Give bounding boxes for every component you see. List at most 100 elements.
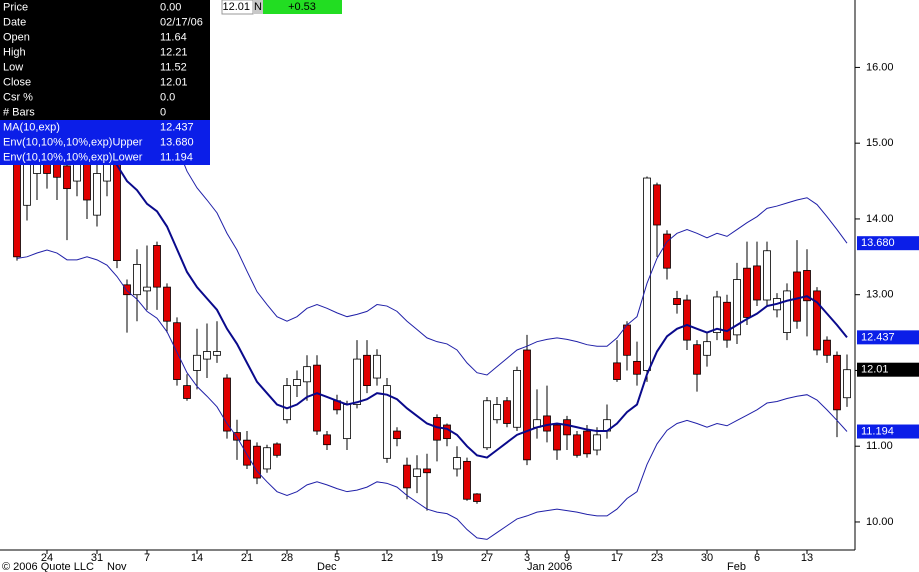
x-tick-label: 19 — [431, 552, 443, 564]
x-tick-label: 9 — [564, 552, 570, 564]
info-label: Csr % — [3, 91, 33, 103]
candle-body — [523, 349, 531, 461]
candle-body — [453, 457, 461, 470]
x-tick-label: 3 — [524, 552, 530, 564]
candle-body — [23, 159, 31, 206]
candle-body — [63, 165, 71, 190]
indicator-value: 13.680 — [160, 136, 194, 148]
candle-body — [503, 400, 511, 424]
quote-change: +0.53 — [288, 1, 316, 13]
candle-body — [683, 299, 691, 341]
series-value-box — [857, 330, 919, 345]
y-tick-label: 15.00 — [866, 137, 894, 149]
candle-body — [653, 184, 661, 226]
candle-body — [693, 344, 701, 375]
indicator-panel-bg — [0, 120, 210, 165]
candle-body — [793, 271, 801, 322]
info-label: Date — [3, 16, 26, 28]
candle-body — [703, 341, 711, 356]
candle-body — [573, 434, 581, 456]
candle-body — [753, 265, 761, 301]
candle-body — [783, 290, 791, 333]
candle-body — [423, 468, 431, 474]
x-tick-label: 6 — [754, 552, 760, 564]
candle-body — [663, 233, 671, 269]
y-tick-label: 13.00 — [866, 289, 894, 301]
line-series — [16, 134, 848, 459]
x-tick-label: 30 — [701, 552, 713, 564]
info-label: # Bars — [3, 106, 35, 118]
candle-body — [303, 366, 311, 383]
info-label: Close — [3, 76, 31, 88]
y-tick-label: 10.00 — [866, 516, 894, 528]
candle-body — [763, 250, 771, 301]
candle-body — [733, 279, 741, 336]
series-value-text: 12.437 — [861, 331, 895, 343]
candle-body — [343, 404, 351, 440]
candle-body — [163, 286, 171, 322]
candle-body — [823, 339, 831, 356]
info-value: 0.00 — [160, 1, 181, 13]
candle-body — [613, 362, 621, 380]
candle-body — [383, 385, 391, 459]
candle-body — [583, 430, 591, 455]
month-label: Jan 2006 — [527, 561, 572, 572]
candle-body — [113, 161, 121, 262]
info-panel-bg — [0, 0, 210, 120]
candle-body — [243, 439, 251, 466]
x-tick-label: 5 — [334, 552, 340, 564]
month-label: Nov — [107, 561, 127, 572]
candle-body — [253, 445, 261, 479]
x-tick-label: 13 — [801, 552, 813, 564]
quote-last: 12.01 — [222, 1, 250, 13]
x-tick-label: 12 — [381, 552, 393, 564]
candle-body — [373, 354, 381, 379]
info-value: 12.21 — [160, 46, 188, 58]
candle-body — [363, 354, 371, 387]
x-tick-label: 14 — [191, 552, 203, 564]
candle-body — [833, 354, 841, 411]
candle-body — [193, 354, 201, 371]
candle-body — [263, 447, 271, 470]
candle-body — [843, 369, 851, 399]
candle-body — [313, 364, 321, 432]
candle-body — [353, 358, 361, 405]
indicator-name: MA(10,exp) — [3, 121, 60, 133]
month-label: Dec — [317, 561, 337, 572]
candle-body — [723, 301, 731, 341]
candle-body — [803, 270, 811, 302]
info-value: 02/17/06 — [160, 16, 203, 28]
candle-body — [543, 415, 551, 432]
series-value-box — [857, 236, 919, 251]
y-tick-label: 14.00 — [866, 213, 894, 225]
x-tick-label: 7 — [144, 552, 150, 564]
candle-body — [743, 267, 751, 318]
y-tick-label: 11.00 — [866, 440, 893, 452]
quote-flag: N — [254, 1, 262, 13]
copyright: © 2006 Quote LLC — [2, 561, 94, 572]
quote-bar: 12.01 N +0.53 — [221, 0, 342, 15]
candle-body — [563, 419, 571, 436]
candle-body — [213, 351, 221, 356]
series-value-text: 11.194 — [861, 425, 894, 437]
candle-body — [203, 351, 211, 360]
candle-body — [403, 464, 411, 489]
series-value-text: 13.680 — [861, 237, 895, 249]
candle-body — [413, 468, 421, 477]
candle-body — [323, 434, 331, 446]
candle-body — [633, 360, 641, 375]
last-price-box — [857, 362, 919, 377]
indicator-value: 11.194 — [160, 151, 193, 163]
candle-body — [143, 286, 151, 292]
candle-body — [273, 443, 281, 456]
candle-body — [153, 245, 161, 288]
candle-body — [283, 385, 291, 421]
candle-body — [553, 424, 561, 451]
info-value: 11.64 — [160, 31, 187, 43]
candle-body — [643, 177, 651, 371]
x-tick-label: 23 — [651, 552, 663, 564]
quote-flag-bg — [253, 0, 263, 14]
candle-body — [473, 493, 481, 502]
